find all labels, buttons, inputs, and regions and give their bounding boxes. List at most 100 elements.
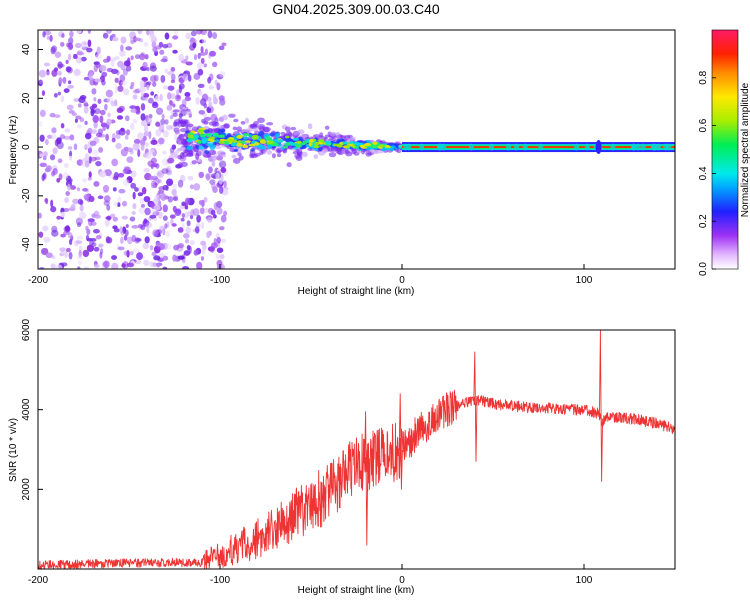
noise-blob bbox=[158, 137, 165, 145]
noise-blob bbox=[185, 197, 191, 205]
signal-peak bbox=[237, 134, 243, 139]
noise-blob bbox=[54, 51, 62, 58]
noise-blob bbox=[105, 89, 114, 98]
noise-blob bbox=[221, 188, 229, 196]
carrier-glint bbox=[513, 143, 519, 151]
noise-blob bbox=[134, 237, 140, 244]
noise-blob bbox=[199, 98, 207, 106]
noise-blob bbox=[127, 236, 133, 245]
noise-blob bbox=[149, 202, 155, 207]
noise-blob bbox=[104, 169, 112, 177]
noise-blob bbox=[153, 255, 161, 261]
noise-blob bbox=[154, 194, 160, 203]
noise-blob bbox=[92, 228, 100, 234]
noise-blob bbox=[123, 88, 130, 96]
signal-peak bbox=[284, 142, 291, 146]
signal-halo bbox=[301, 151, 308, 158]
noise-blob bbox=[170, 79, 176, 84]
signal-halo bbox=[286, 162, 292, 168]
noise-blob bbox=[77, 260, 83, 265]
noise-blob bbox=[117, 172, 125, 178]
carrier-glint bbox=[640, 143, 646, 151]
signal-core bbox=[206, 142, 213, 147]
noise-blob bbox=[60, 250, 66, 255]
noise-blob bbox=[51, 229, 59, 237]
noise-blob bbox=[146, 81, 152, 86]
noise-blob bbox=[181, 213, 185, 218]
noise-blob bbox=[190, 30, 197, 37]
noise-blob bbox=[56, 215, 61, 220]
spectrogram-xlabel: Height of straight line (km) bbox=[298, 286, 415, 297]
noise-blob bbox=[84, 120, 88, 125]
noise-blob bbox=[185, 61, 193, 66]
noise-blob bbox=[77, 266, 81, 269]
x-tick-label: 100 bbox=[576, 275, 593, 286]
noise-blob bbox=[156, 262, 160, 268]
noise-blob bbox=[52, 147, 58, 155]
x-tick-label: 0 bbox=[399, 275, 405, 286]
noise-blob bbox=[62, 171, 69, 180]
noise-blob bbox=[43, 151, 48, 157]
noise-blob bbox=[198, 90, 203, 96]
noise-blob bbox=[40, 247, 49, 256]
signal-peak bbox=[196, 140, 202, 144]
colorbar-label: Normalized spectral amplitude bbox=[740, 82, 750, 217]
signal-peak bbox=[242, 133, 250, 137]
noise-blob bbox=[197, 83, 205, 88]
snr-panel: -200 -100 0 100 2000 4000 6000 Height of strai… bbox=[8, 318, 676, 596]
noise-blob bbox=[64, 250, 68, 258]
y-tick-label: 40 bbox=[21, 44, 32, 56]
signal-peak bbox=[213, 133, 219, 136]
noise-blob bbox=[168, 99, 173, 106]
carrier-glint bbox=[538, 143, 544, 151]
noise-blob bbox=[167, 85, 175, 91]
signal-core bbox=[269, 132, 276, 137]
noise-blob bbox=[132, 203, 137, 210]
noise-blob bbox=[181, 265, 190, 269]
noise-blob bbox=[160, 58, 168, 63]
noise-blob bbox=[213, 237, 217, 246]
noise-blob bbox=[60, 122, 65, 129]
noise-blob bbox=[169, 214, 176, 219]
noise-blob bbox=[44, 167, 51, 173]
noise-blob bbox=[166, 105, 173, 111]
noise-blob bbox=[119, 50, 126, 57]
noise-blob bbox=[68, 110, 75, 114]
noise-blob bbox=[102, 32, 109, 39]
y-tick-label: 2000 bbox=[21, 478, 32, 501]
noise-blob bbox=[53, 114, 61, 118]
noise-blob bbox=[142, 219, 150, 227]
noise-blob bbox=[83, 100, 88, 107]
noise-blob bbox=[65, 191, 71, 196]
noise-blob bbox=[152, 46, 158, 53]
noise-blob bbox=[99, 64, 107, 72]
signal-peak bbox=[351, 144, 356, 148]
noise-blob bbox=[144, 236, 150, 244]
signal-peak bbox=[267, 140, 274, 144]
noise-blob bbox=[131, 170, 137, 178]
noise-blob bbox=[46, 35, 50, 40]
y-tick-label: 4000 bbox=[21, 398, 32, 421]
noise-blob bbox=[130, 82, 135, 87]
noise-blob bbox=[66, 66, 73, 74]
noise-blob bbox=[42, 225, 49, 232]
noise-blob bbox=[132, 108, 137, 114]
noise-blob bbox=[143, 131, 150, 137]
signal-halo bbox=[271, 153, 276, 159]
noise-blob bbox=[173, 244, 180, 251]
colorbar-tick-label: 0.4 bbox=[698, 166, 709, 180]
noise-blob bbox=[69, 43, 74, 50]
noise-blob bbox=[211, 160, 216, 167]
noise-blob bbox=[121, 263, 126, 268]
noise-blob bbox=[60, 211, 66, 218]
noise-blob bbox=[165, 169, 173, 176]
noise-blob bbox=[212, 155, 217, 161]
noise-blob bbox=[161, 113, 165, 120]
noise-blob bbox=[86, 244, 95, 252]
noise-blob bbox=[110, 100, 115, 107]
y-tick-label: 6000 bbox=[21, 318, 32, 341]
noise-blob bbox=[86, 237, 93, 242]
signal-halo bbox=[284, 126, 291, 132]
noise-blob bbox=[113, 228, 120, 233]
signal-core bbox=[215, 139, 220, 143]
